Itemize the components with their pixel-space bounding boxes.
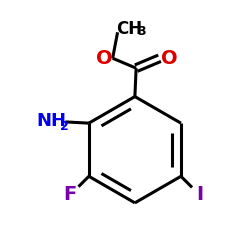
Text: CH: CH [116, 20, 142, 38]
Text: O: O [161, 49, 177, 68]
Text: 3: 3 [138, 24, 146, 38]
Text: 2: 2 [60, 120, 68, 133]
Text: F: F [63, 184, 76, 204]
Text: O: O [96, 49, 113, 68]
Text: NH: NH [37, 112, 67, 130]
Text: I: I [197, 184, 204, 204]
